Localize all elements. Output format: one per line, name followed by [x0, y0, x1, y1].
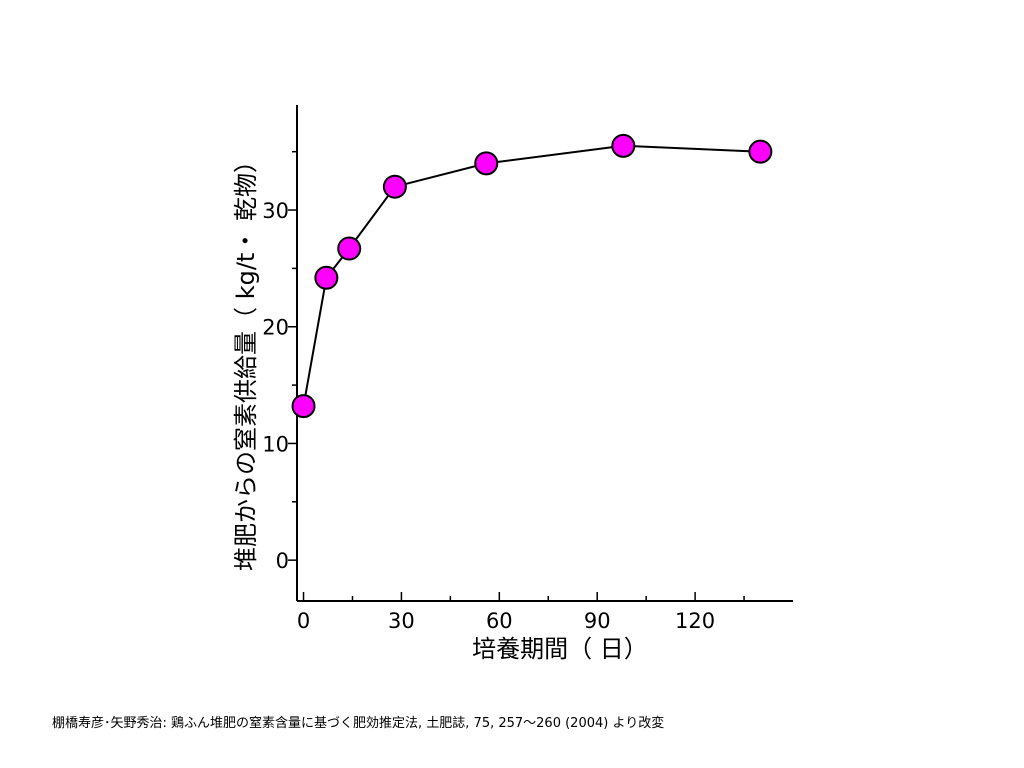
x-tick-label: 60 — [486, 609, 513, 633]
chart-ticks — [288, 150, 745, 601]
x-tick-label: 30 — [388, 609, 415, 633]
source-caption: 棚橋寿彦･矢野秀治: 鶏ふん堆肥の窒素含量に基づく肥効推定法, 土肥誌, 75,… — [52, 716, 665, 731]
y-tick-label: 20 — [262, 316, 289, 340]
y-tick-label: 30 — [262, 199, 289, 223]
chart-axes — [296, 105, 793, 602]
y-tick-label: 0 — [276, 549, 289, 573]
series-line — [302, 144, 761, 407]
data-point — [611, 133, 636, 158]
y-axis-label: 堆肥からの窒素供給量（ kg/t・ 乾物） — [232, 149, 260, 571]
data-point — [314, 265, 339, 290]
chart-series — [291, 133, 773, 419]
y-tick-label: 10 — [262, 432, 289, 456]
x-tick-label: 0 — [297, 609, 310, 633]
data-point — [382, 174, 407, 199]
data-point — [337, 236, 362, 261]
data-point — [474, 151, 499, 176]
x-tick-label: 120 — [675, 609, 715, 633]
chart-tick-labels: 0 10 20 30 0 30 60 90 120 — [262, 199, 715, 633]
data-point — [748, 139, 773, 164]
line-chart: 0 10 20 30 0 30 60 90 120 培養期間（ 日） 堆肥からの窒素供給量（ k… — [232, 105, 793, 663]
x-tick-label: 90 — [584, 609, 611, 633]
x-axis-label: 培養期間（ 日） — [472, 635, 648, 663]
data-point — [291, 394, 316, 419]
